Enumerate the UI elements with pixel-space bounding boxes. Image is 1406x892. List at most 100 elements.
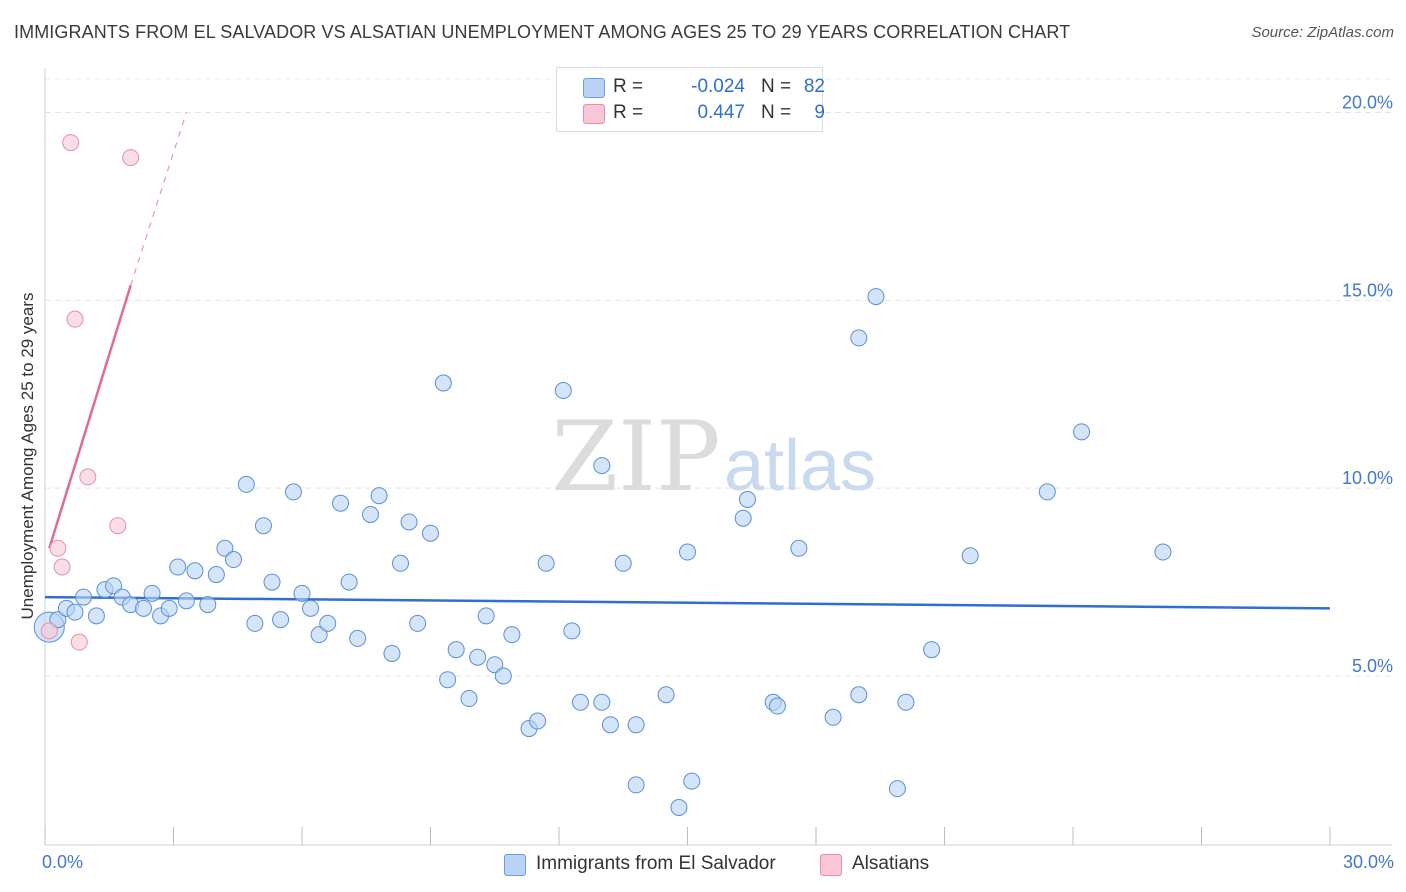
n-label: N = [761,76,792,97]
point-el-salvador [529,712,547,730]
point-el-salvador [254,517,272,535]
point-el-salvador [319,614,337,632]
point-el-salvador [1038,483,1056,501]
n-label: N = [761,102,792,123]
point-el-salvador [293,584,311,602]
point-el-salvador [657,686,675,704]
point-el-salvador [199,596,217,614]
point-el-salvador [1073,423,1091,441]
point-alsatians [70,633,88,651]
point-el-salvador [627,716,645,734]
gridlines [45,78,1392,677]
trend-lines [44,112,1331,610]
legend-swatch-pink [820,854,842,876]
point-el-salvador [160,599,178,617]
point-alsatians [53,558,71,576]
tick-labels: 5.0% 10.0% 15.0% 20.0% [1342,93,1393,676]
point-el-salvador [284,483,302,501]
y-axis-label: Unemployment Among Ages 25 to 29 years [18,292,37,620]
point-el-salvador [494,667,512,685]
legend-label: Immigrants from El Salvador [536,853,776,874]
point-el-salvador [768,697,786,715]
point-el-salvador [627,776,645,794]
point-el-salvador [601,716,619,734]
point-el-salvador [563,622,581,640]
point-el-salvador [923,641,941,659]
y-tick-label: 15.0% [1342,280,1393,300]
point-el-salvador [207,566,225,584]
point-el-salvador [554,382,572,400]
point-alsatians [79,468,97,486]
point-el-salvador [537,554,555,572]
point-alsatians [122,149,140,167]
point-el-salvador [246,614,264,632]
point-el-salvador [66,603,84,621]
point-el-salvador [302,599,320,617]
point-el-salvador [177,592,195,610]
point-el-salvador [824,708,842,726]
point-el-salvador [897,693,915,711]
watermark-zip: ZIP [551,401,720,513]
point-alsatians [109,517,127,535]
r-value: -0.024 [691,76,745,97]
x-tick-max: 30.0% [1342,852,1394,872]
point-el-salvador [169,558,187,576]
point-el-salvador [867,288,885,306]
point-el-salvador [738,490,756,508]
point-el-salvador [340,573,358,591]
point-alsatians [40,622,58,640]
r-label: R = [613,76,644,97]
data-points [33,134,1172,816]
y-tick-label: 10.0% [1342,468,1393,488]
n-value: 82 [803,76,825,97]
point-el-salvador [362,505,380,523]
point-el-salvador [370,487,388,505]
point-el-salvador [734,509,752,527]
watermark: ZIP atlas [551,401,876,513]
point-el-salvador [310,626,328,644]
point-el-salvador [422,524,439,542]
point-el-salvador [683,772,701,790]
point-el-salvador [850,329,868,347]
legend-label: Alsatians [852,853,930,874]
point-alsatians [49,539,67,557]
point-el-salvador [263,573,281,591]
trend-line-el-salvador [44,595,1331,610]
legend-swatch-blue [583,78,605,98]
point-el-salvador [186,562,204,580]
legend-item-el-salvador[interactable]: Immigrants from El Salvador [504,851,804,879]
point-el-salvador [216,539,234,557]
point-el-salvador [135,599,153,617]
point-el-salvador [961,547,979,565]
r-label: R = [613,102,644,123]
point-el-salvador [614,554,632,572]
point-el-salvador [670,798,688,816]
point-el-salvador [439,671,457,689]
point-el-salvador [237,475,255,493]
point-el-salvador [383,644,401,662]
trend-line-alsatians [48,284,132,549]
point-el-salvador [87,607,105,625]
point-el-salvador [49,611,67,629]
point-el-salvador [486,656,504,674]
axes [44,68,1392,846]
point-el-salvador [447,641,465,659]
y-tick-label: 20.0% [1342,93,1393,113]
point-el-salvador [400,513,418,531]
legend-item-alsatians[interactable]: Alsatians [820,851,960,879]
point-el-salvador [593,457,611,475]
legend-swatch-pink [583,104,605,124]
trend-line-extension [130,112,187,286]
legend-swatch-blue [504,854,526,876]
point-el-salvador [349,629,367,647]
point-alsatians [62,134,80,152]
point-el-salvador [790,539,808,557]
point-el-salvador [571,693,589,711]
x-tick-min: 0.0% [42,852,84,872]
stats-legend: R = -0.024 N = 82 R = 0.447 N = 9 [556,67,825,132]
point-el-salvador [105,577,123,595]
r-value: 0.447 [697,102,745,123]
point-el-salvador [460,690,478,708]
point-el-salvador [593,693,611,711]
